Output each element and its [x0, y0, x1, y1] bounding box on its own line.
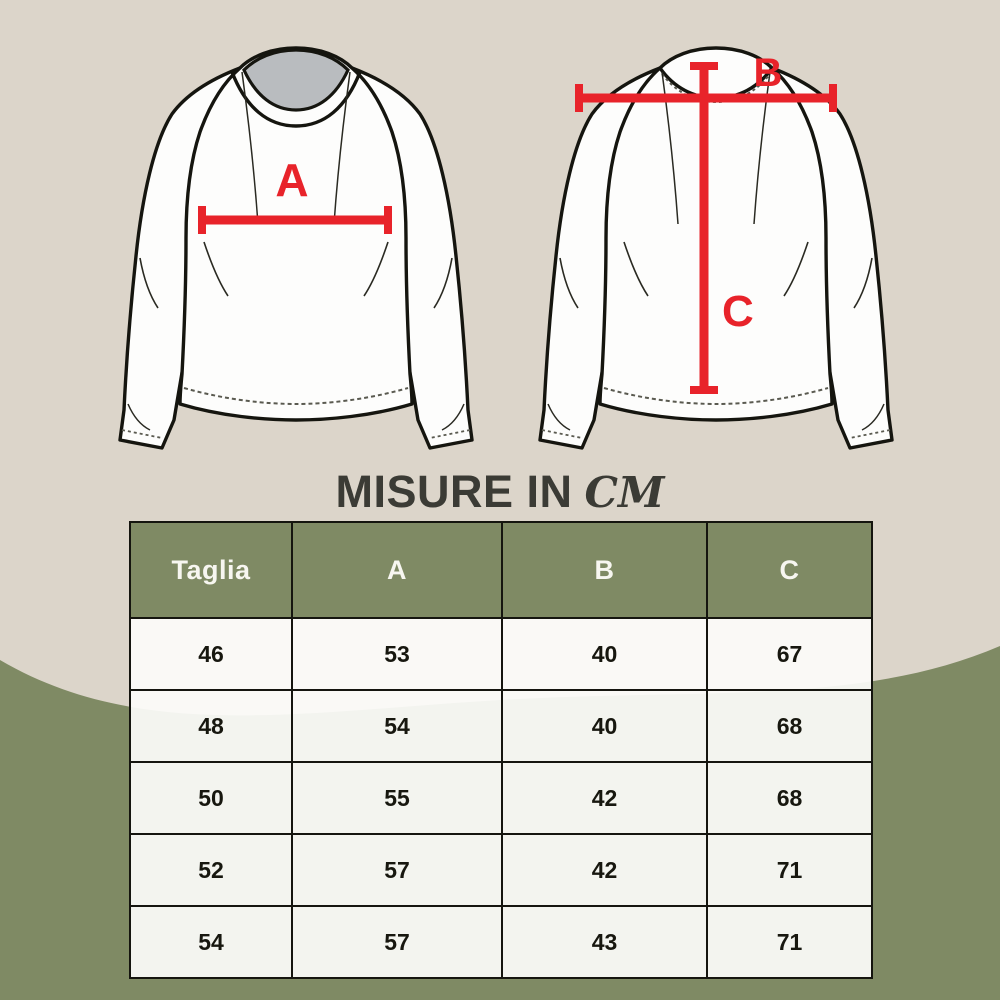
table-row: 48 54 40 68 [129, 689, 873, 763]
front-right-shoulder-seam [333, 71, 351, 225]
table-row: 46 53 40 67 [129, 617, 873, 691]
cell-b: 43 [501, 905, 708, 979]
table-row: 50 55 42 68 [129, 761, 873, 835]
table-header-row: Taglia A B C [129, 521, 873, 619]
back-left-elbow-fold [559, 257, 579, 309]
column-header-b: B [501, 521, 708, 619]
front-left-cuff-stitch [121, 429, 163, 439]
measure-line-b [575, 84, 837, 112]
front-right-cuff-fold [441, 403, 465, 431]
cell-a: 53 [291, 617, 503, 691]
cell-b: 42 [501, 761, 708, 835]
back-neck-stitch [661, 73, 771, 104]
cell-c: 68 [706, 689, 873, 763]
front-left-underarm-fold [203, 241, 229, 297]
front-body [178, 46, 414, 422]
front-left-shoulder-seam [241, 71, 259, 225]
back-body [598, 46, 834, 422]
front-left-cuff-fold [127, 403, 151, 431]
measure-label-c: C [722, 287, 754, 336]
front-hem-stitch [183, 387, 409, 406]
garment-illustration-back: B C [538, 46, 894, 450]
cell-c: 68 [706, 761, 873, 835]
back-right-underarm-fold [783, 241, 809, 297]
front-neck-ribbing [230, 71, 362, 128]
cell-a: 57 [291, 833, 503, 907]
front-left-elbow-fold [139, 257, 159, 309]
cell-size: 54 [129, 905, 293, 979]
cell-size: 52 [129, 833, 293, 907]
front-right-cuff-stitch [429, 429, 471, 439]
cell-c: 67 [706, 617, 873, 691]
chart-title-main: MISURE IN [335, 466, 573, 517]
cell-size: 46 [129, 617, 293, 691]
column-header-taglia: Taglia [129, 521, 293, 619]
column-header-c: C [706, 521, 873, 619]
front-right-underarm-fold [363, 241, 389, 297]
measure-label-a: A [275, 154, 308, 206]
cell-a: 54 [291, 689, 503, 763]
cell-size: 50 [129, 761, 293, 835]
column-header-a: A [291, 521, 503, 619]
measure-line-c [690, 62, 718, 394]
cell-b: 42 [501, 833, 708, 907]
cell-a: 55 [291, 761, 503, 835]
measure-label-b: B [754, 51, 783, 95]
cell-a: 57 [291, 905, 503, 979]
back-left-underarm-fold [623, 241, 649, 297]
back-right-cuff-fold [861, 403, 885, 431]
cell-c: 71 [706, 905, 873, 979]
table-row: 52 57 42 71 [129, 833, 873, 907]
cell-b: 40 [501, 617, 708, 691]
cell-b: 40 [501, 689, 708, 763]
back-hem-stitch [603, 387, 829, 406]
front-right-elbow-fold [433, 257, 453, 309]
chart-title: MISURE IN CM [0, 466, 1000, 518]
size-table: Taglia A B C 46 53 40 67 48 54 40 68 50 … [129, 521, 873, 979]
cell-size: 48 [129, 689, 293, 763]
garment-illustration-front: A [118, 46, 474, 450]
back-right-shoulder-seam [753, 71, 771, 225]
back-left-shoulder-seam [661, 71, 679, 225]
back-left-cuff-stitch [541, 429, 583, 439]
chart-title-unit: CM [584, 467, 665, 517]
measure-line-a [198, 206, 392, 234]
back-left-cuff-fold [547, 403, 571, 431]
table-row: 54 57 43 71 [129, 905, 873, 979]
cell-c: 71 [706, 833, 873, 907]
back-right-cuff-stitch [849, 429, 891, 439]
back-right-elbow-fold [853, 257, 873, 309]
front-neck-inner [242, 48, 350, 112]
